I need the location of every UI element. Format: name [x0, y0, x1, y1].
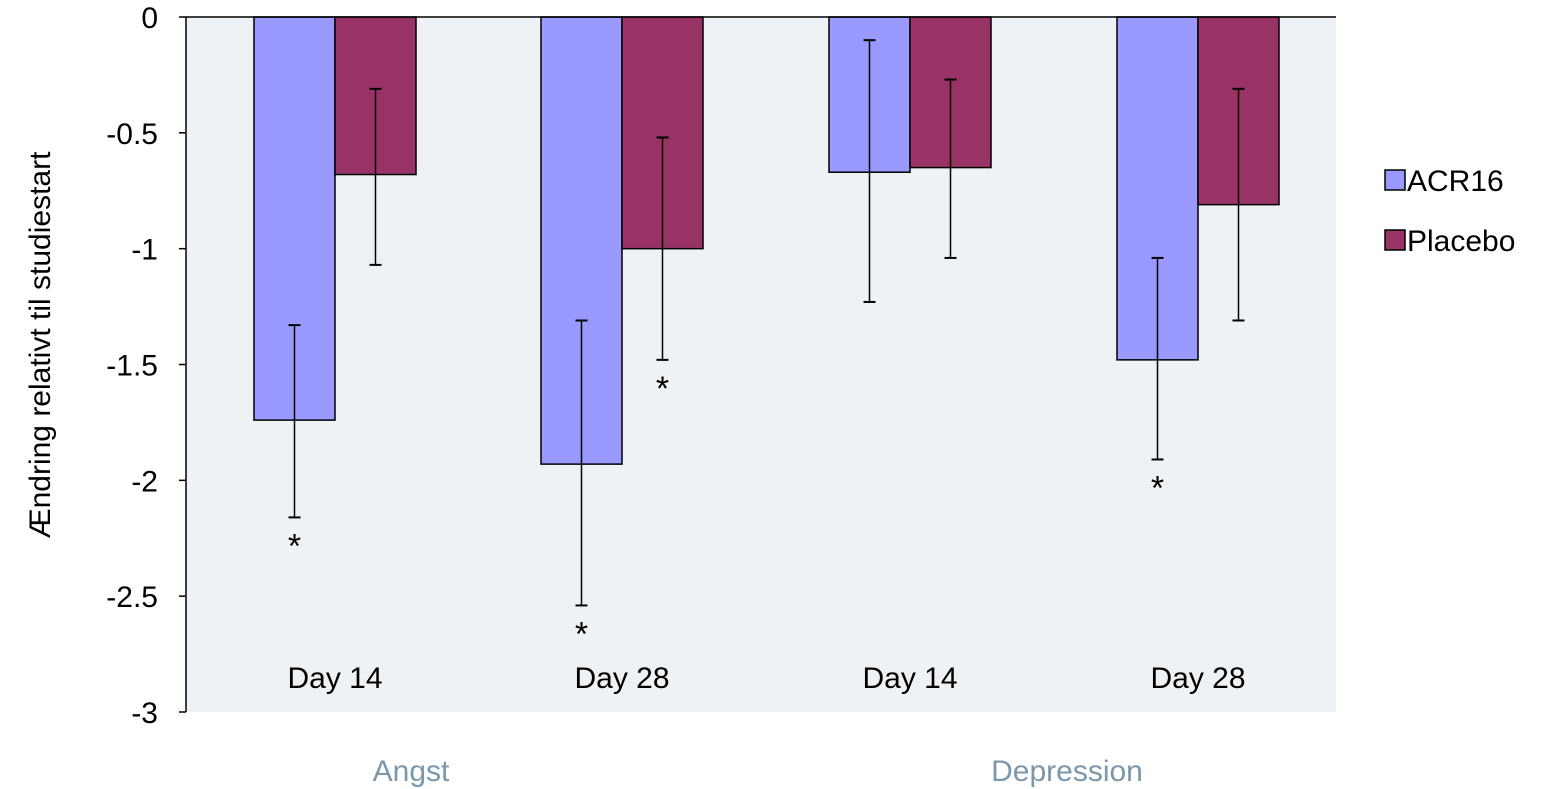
error-bar-acr16-3 [1151, 256, 1164, 461]
significance-layer: * * * * [288, 370, 1164, 654]
error-bars-layer [288, 39, 1245, 607]
axes-layer [179, 16, 1336, 713]
legend-item-acr16: ACR16 [1384, 165, 1504, 198]
legend-swatch [1384, 229, 1406, 251]
y-tick-label: -2 [131, 465, 158, 498]
group-labels: Angst Depression [373, 755, 1143, 788]
significance-star: * [575, 615, 588, 653]
error-bar-placebo-0 [369, 87, 382, 266]
legend-item-placebo: Placebo [1384, 225, 1515, 258]
legend-swatch [1384, 169, 1406, 191]
significance-star: * [1151, 469, 1164, 507]
category-label: Day 28 [574, 662, 669, 695]
y-tick-label: -3 [131, 697, 158, 730]
significance-star: * [288, 527, 301, 565]
y-tick-label: -1.5 [106, 350, 158, 383]
y-tick-label: 0 [141, 2, 158, 35]
y-tick-label: -0.5 [106, 118, 158, 151]
category-label: Day 28 [1150, 662, 1245, 695]
category-label: Day 14 [862, 662, 957, 695]
y-tick-label: -1 [131, 234, 158, 267]
error-bar-placebo-3 [1232, 87, 1245, 322]
y-tick-labels: 0 -0.5 -1 -1.5 -2 -2.5 -3 [106, 2, 158, 730]
significance-star: * [656, 370, 669, 408]
error-bar-placebo-1 [656, 136, 669, 361]
error-bar-acr16-1 [575, 319, 588, 607]
legend: ACR16 Placebo [1384, 165, 1515, 258]
y-axis-label: Ændring relativt til studiestart [24, 151, 57, 538]
error-bar-placebo-2 [944, 78, 957, 259]
error-bar-acr16-0 [288, 324, 301, 519]
group-label: Depression [991, 755, 1143, 788]
legend-label: ACR16 [1407, 165, 1504, 198]
category-labels: Day 14 Day 28 Day 14 Day 28 [287, 662, 1245, 695]
y-tick-label: -2.5 [106, 581, 158, 614]
group-label: Angst [373, 755, 450, 788]
legend-label: Placebo [1407, 225, 1515, 258]
category-label: Day 14 [287, 662, 382, 695]
error-bar-acr16-2 [863, 39, 876, 303]
